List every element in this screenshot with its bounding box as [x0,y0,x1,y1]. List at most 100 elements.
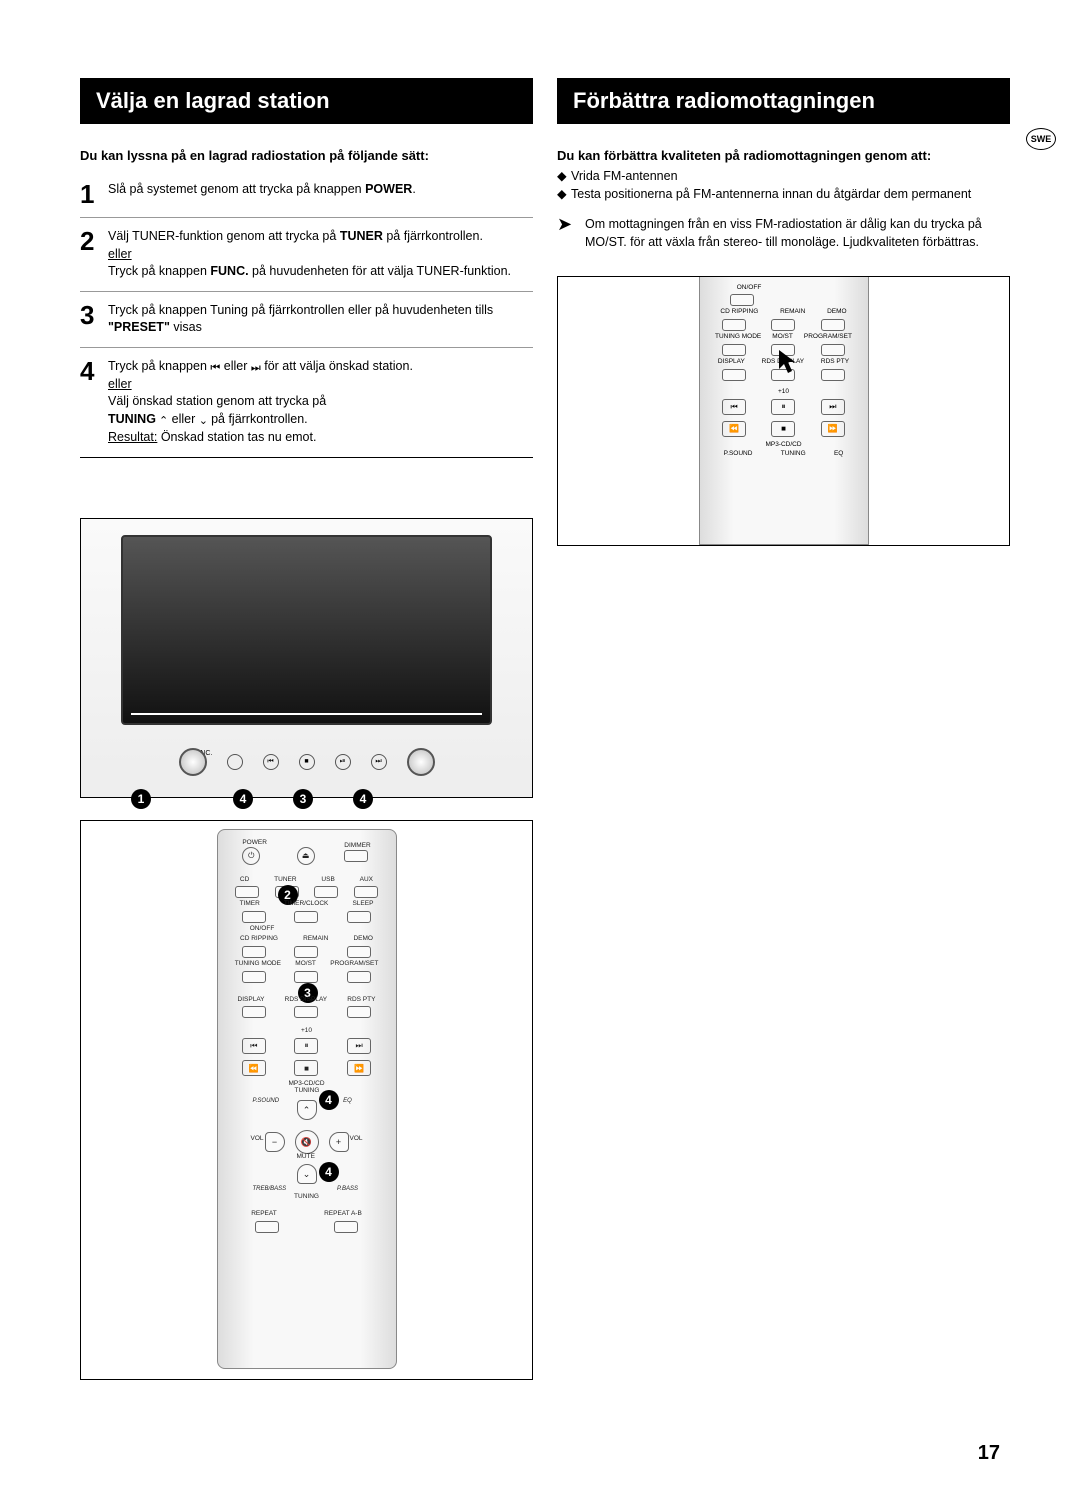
right-intro: Du kan förbättra kvaliteten på radiomott… [557,148,1010,163]
step-2-a: Välj TUNER-funktion genom att trycka på [108,229,340,243]
remote-callout-4b: 4 [319,1162,339,1182]
step-2-d: Tryck på knappen [108,264,210,278]
step-1-text-a: Slå på systemet genom att trycka på knap… [108,182,365,196]
right-note: Om mottagningen från en viss FM-radiosta… [585,215,1010,251]
bullet-mark-icon: ◆ [557,185,571,203]
left-intro: Du kan lyssna på en lagrad radiostation … [80,148,533,163]
step-2-bold: TUNER [340,229,383,243]
remote-rip-label: CD RIPPING [240,936,278,943]
r2-disp-button [722,369,746,381]
remote-repeat-button [255,1221,279,1233]
remote-rds-label: RDS DISPLAY [285,997,328,1004]
remote-power-label: POWER [242,840,267,847]
r2-onoff-button [730,294,754,306]
remote-tuner-label: TUNER [274,877,296,884]
remote-tuning-label-bot: TUNING [294,1194,319,1201]
remote-repeatab-button [334,1221,358,1233]
r2-disp-label: DISPLAY [718,359,745,366]
r2-ffw-button: ⏩ [821,421,845,437]
right-bullet-1: Vrida FM-antennen [571,167,678,185]
left-heading: Välja en lagrad station [80,78,533,124]
remote-remain-label: REMAIN [303,936,328,943]
device-next-button: ⏭ [371,754,387,770]
r2-prog-button [821,344,845,356]
device-stop-button: ■ [299,754,315,770]
device-controls: ⏮ ■ ⏯ ⏭ [121,739,492,785]
device-callout-3: 3 [293,789,313,809]
remote-rds-button [294,1006,318,1018]
remote-psound-label: P.SOUND [253,1098,279,1104]
remote-rew-button: ⏪ [242,1060,266,1076]
remote-vol-label-right: VOL [349,1136,362,1143]
remote-aux-button [354,886,378,898]
r2-eq-label: EQ [834,451,843,458]
remote-mute-button: 🔇 [295,1130,319,1154]
r2-most-label: MO/ST [772,334,793,341]
step-4-or: eller [108,377,132,391]
remote-pause-button: ⏸ [294,1038,318,1054]
r2-demo-label: DEMO [827,309,847,316]
r2-rip-button [722,319,746,331]
step-2-f: på huvudenheten för att välja TUNER-funk… [249,264,511,278]
r2-tuning-label: TUNING [781,451,806,458]
step-1-text-c: . [412,182,415,196]
remote-demo-button [347,946,371,958]
step-4-result-label: Resultat: [108,430,157,444]
remote-stop-button: ■ [294,1060,318,1076]
remote-rip-button [242,946,266,958]
right-remote: ON/OFF CD RIPPING REMAIN DEMO [699,277,869,545]
device-callout-4a: 4 [233,789,253,809]
remote-prev-button: ⏮ [242,1038,266,1054]
next-track-icon: ⏭ [251,362,261,374]
r2-stop-button: ■ [771,421,795,437]
right-column: Förbättra radiomottagningen Du kan förbä… [557,78,1010,1380]
remote-cd-label: CD [240,877,249,884]
remote-tuningmode-button [242,971,266,983]
remote-mute-label: MUTE [297,1154,315,1161]
remote-most-label: MO/ST [295,961,316,968]
device-knob-left [179,748,207,776]
remote-timer-button [242,911,266,923]
r2-next-button: ⏭ [821,399,845,415]
remote-volminus-button: − [265,1132,285,1152]
r2-prog-label: PROGRAM/SET [804,334,852,341]
remote-control: POWER ⏻ ⏏ DIMMER CD [217,829,397,1369]
remote-repeat-label: REPEAT [251,1211,277,1218]
device-illustration: FUNC. ⏮ ■ ⏯ ⏭ 1 4 3 4 [80,518,533,798]
down-icon: ⌄ [199,415,211,427]
remote-repeatab-label: REPEAT A-B [324,1211,362,1218]
r2-tm-label: TUNING MODE [715,334,761,341]
step-3: 3 Tryck på knappen Tuning på fjärrkontro… [80,302,533,348]
r2-mp3-label: MP3-CD/CD [765,442,801,449]
remote-tuning-label-top: TUNING [295,1088,320,1095]
device-callout-4b: 4 [353,789,373,809]
right-heading: Förbättra radiomottagningen [557,78,1010,124]
r2-plus10-label: +10 [778,389,789,396]
remote-dpad-top: P.SOUND EQ ⌃ ⌄ − + 🔇 TUNING VOL VOL MUTE… [257,1092,357,1192]
step-4-e: på fjärrkontrollen. [211,412,308,426]
remote-timerclock-button [294,911,318,923]
r2-tm-button [722,344,746,356]
step-4-number: 4 [80,358,108,384]
remote-next-button: ⏭ [347,1038,371,1054]
remote-sleep-button [347,911,371,923]
right-bullet-2: Testa positionerna på FM-antennerna inna… [571,185,971,203]
device-func-button [227,754,243,770]
remote-treb-label: TREB/BASS [253,1186,279,1192]
page-number: 17 [978,1442,1000,1465]
remote-up-button: ⌃ [297,1100,317,1120]
device-screen [121,535,492,725]
device-prev-button: ⏮ [263,754,279,770]
remote-callout-4a: 4 [319,1090,339,1110]
device-callout-1: 1 [131,789,151,809]
remote-vol-label-left: VOL [251,1136,264,1143]
step-2-number: 2 [80,228,108,254]
step-3-c: visas [170,320,202,334]
remote-pbass-label: P.BASS [335,1186,361,1192]
remote-tuningmode-label: TUNING MODE [235,961,281,968]
r2-psound-label: P.SOUND [724,451,753,458]
remote-dimmer-button [344,850,368,862]
remote-usb-button [314,886,338,898]
step-2-or: eller [108,247,132,261]
remote-demo-label: DEMO [353,936,373,943]
